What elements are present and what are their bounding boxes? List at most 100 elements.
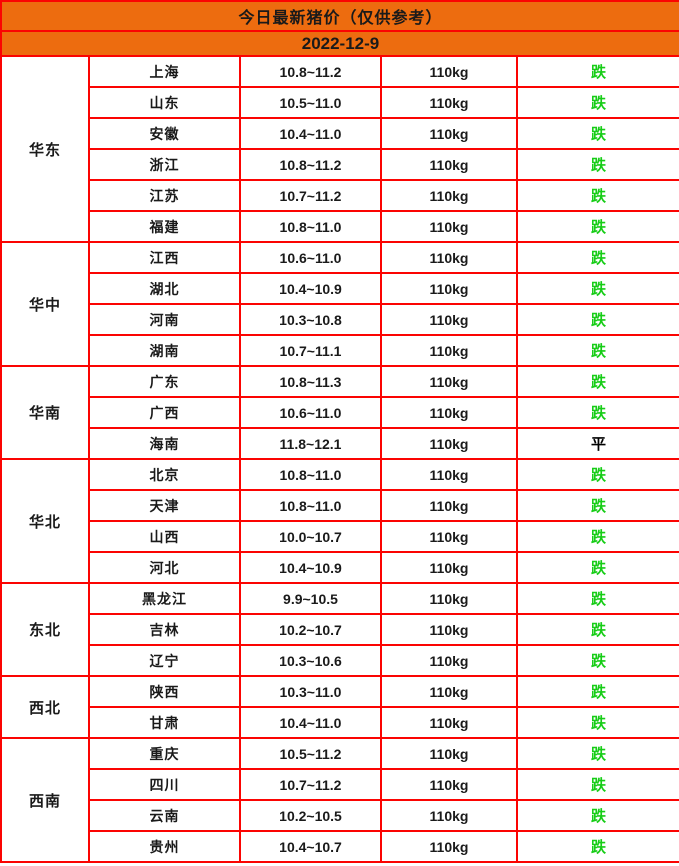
title-row: 今日最新猪价（仅供参考）	[0, 0, 679, 32]
region-cell: 华东	[0, 55, 90, 243]
status-cell: 平	[516, 427, 679, 460]
price-cell: 10.6~11.0	[239, 241, 382, 274]
price-cell: 10.0~10.7	[239, 520, 382, 553]
province-cell: 重庆	[88, 737, 241, 770]
price-cell: 10.3~10.6	[239, 644, 382, 677]
status-cell: 跌	[516, 582, 679, 615]
price-cell: 10.5~11.2	[239, 737, 382, 770]
weight-cell: 110kg	[380, 303, 518, 336]
price-cell: 10.8~11.0	[239, 210, 382, 243]
weight-cell: 110kg	[380, 613, 518, 646]
region-cell: 西北	[0, 675, 90, 739]
table-row: 西北 陕西 10.3~11.0 110kg 跌	[0, 675, 679, 739]
table-row: 广西 10.6~11.0 110kg 跌	[1, 396, 679, 429]
status-cell: 跌	[516, 117, 679, 150]
province-cell: 天津	[88, 489, 241, 522]
status-cell: 跌	[516, 334, 679, 367]
weight-cell: 110kg	[380, 365, 518, 398]
date-row: 2022-12-9	[0, 30, 679, 57]
table-row: 江苏 10.7~11.2 110kg 跌	[1, 179, 679, 212]
price-cell: 10.4~10.7	[239, 830, 382, 863]
status-cell: 跌	[516, 86, 679, 119]
weight-cell: 110kg	[380, 396, 518, 429]
table-row: 华南 广东 10.8~11.3 110kg 跌	[0, 365, 679, 460]
table-row: 河北 10.4~10.9 110kg 跌	[1, 551, 679, 584]
weight-cell: 110kg	[380, 706, 518, 739]
weight-cell: 110kg	[380, 520, 518, 553]
weight-cell: 110kg	[380, 117, 518, 150]
weight-cell: 110kg	[380, 272, 518, 305]
province-cell: 海南	[88, 427, 241, 460]
status-cell: 跌	[516, 706, 679, 739]
table-row: 辽宁 10.3~10.6 110kg 跌	[1, 644, 679, 677]
province-cell: 四川	[88, 768, 241, 801]
province-cell: 江苏	[88, 179, 241, 212]
weight-cell: 110kg	[380, 582, 518, 615]
weight-cell: 110kg	[380, 551, 518, 584]
price-cell: 10.4~11.0	[239, 117, 382, 150]
province-cell: 吉林	[88, 613, 241, 646]
status-cell: 跌	[516, 644, 679, 677]
table-row: 东北 黑龙江 9.9~10.5 110kg 跌	[0, 582, 679, 677]
price-cell: 10.7~11.2	[239, 179, 382, 212]
page-title: 今日最新猪价（仅供参考）	[0, 0, 679, 32]
table-row: 天津 10.8~11.0 110kg 跌	[1, 489, 679, 522]
price-cell: 10.7~11.2	[239, 768, 382, 801]
province-cell: 甘肃	[88, 706, 241, 739]
province-cell: 湖南	[88, 334, 241, 367]
province-cell: 北京	[88, 458, 241, 491]
weight-cell: 110kg	[380, 644, 518, 677]
price-cell: 10.3~11.0	[239, 675, 382, 708]
region-cell: 东北	[0, 582, 90, 677]
price-cell: 10.5~11.0	[239, 86, 382, 119]
price-cell: 10.4~10.9	[239, 272, 382, 305]
province-cell: 山西	[88, 520, 241, 553]
weight-cell: 110kg	[380, 55, 518, 88]
status-cell: 跌	[516, 799, 679, 832]
province-cell: 河北	[88, 551, 241, 584]
status-cell: 跌	[516, 210, 679, 243]
province-cell: 湖北	[88, 272, 241, 305]
status-cell: 跌	[516, 520, 679, 553]
province-cell: 江西	[88, 241, 241, 274]
province-cell: 黑龙江	[88, 582, 241, 615]
price-cell: 10.4~11.0	[239, 706, 382, 739]
table-row: 华东 上海 10.8~11.2 110kg 跌	[0, 55, 679, 243]
province-cell: 安徽	[88, 117, 241, 150]
province-cell: 山东	[88, 86, 241, 119]
table-row: 华中 江西 10.6~11.0 110kg 跌	[0, 241, 679, 367]
province-cell: 福建	[88, 210, 241, 243]
table-row: 山西 10.0~10.7 110kg 跌	[1, 520, 679, 553]
status-cell: 跌	[516, 241, 679, 274]
province-cell: 上海	[88, 55, 241, 88]
price-cell: 9.9~10.5	[239, 582, 382, 615]
status-cell: 跌	[516, 551, 679, 584]
date-label: 2022-12-9	[0, 30, 679, 57]
table-row: 华北 北京 10.8~11.0 110kg 跌	[0, 458, 679, 584]
status-cell: 跌	[516, 613, 679, 646]
weight-cell: 110kg	[380, 830, 518, 863]
table-row: 贵州 10.4~10.7 110kg 跌	[1, 830, 679, 863]
weight-cell: 110kg	[380, 489, 518, 522]
status-cell: 跌	[516, 148, 679, 181]
weight-cell: 110kg	[380, 675, 518, 708]
status-cell: 跌	[516, 396, 679, 429]
weight-cell: 110kg	[380, 334, 518, 367]
price-cell: 10.8~11.2	[239, 148, 382, 181]
status-cell: 跌	[516, 830, 679, 863]
region-cell: 华南	[0, 365, 90, 460]
province-cell: 辽宁	[88, 644, 241, 677]
table-row: 山东 10.5~11.0 110kg 跌	[1, 86, 679, 119]
status-cell: 跌	[516, 737, 679, 770]
weight-cell: 110kg	[380, 458, 518, 491]
table-row: 浙江 10.8~11.2 110kg 跌	[1, 148, 679, 181]
table-row: 湖南 10.7~11.1 110kg 跌	[1, 334, 679, 367]
status-cell: 跌	[516, 768, 679, 801]
region-cell: 华北	[0, 458, 90, 584]
weight-cell: 110kg	[380, 241, 518, 274]
province-cell: 河南	[88, 303, 241, 336]
price-cell: 10.8~11.0	[239, 489, 382, 522]
price-cell: 10.6~11.0	[239, 396, 382, 429]
